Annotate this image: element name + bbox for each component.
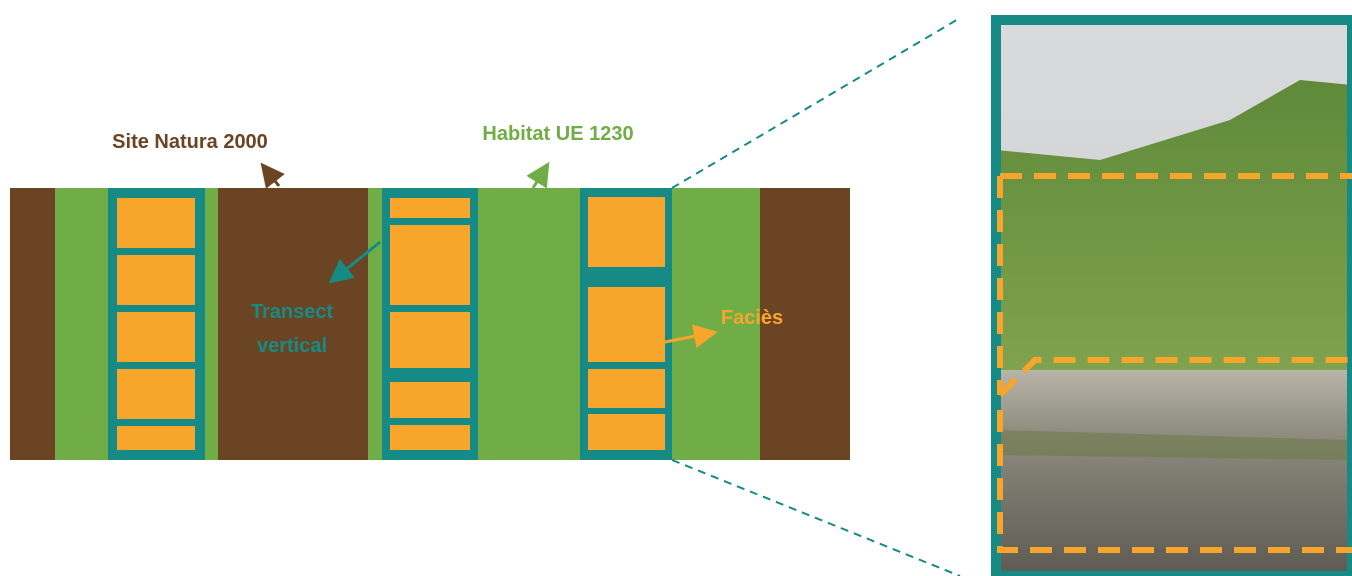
label-habitat: Habitat UE 1230 [482, 123, 633, 145]
photo [991, 15, 1352, 576]
label-site: Site Natura 2000 [112, 131, 268, 153]
label-transect: Transect [251, 301, 334, 323]
label-transect: vertical [257, 335, 327, 357]
arrows [260, 161, 718, 349]
zoom-lines [671, 17, 961, 576]
label-facies: Faciès [721, 307, 783, 329]
strip [10, 188, 850, 460]
